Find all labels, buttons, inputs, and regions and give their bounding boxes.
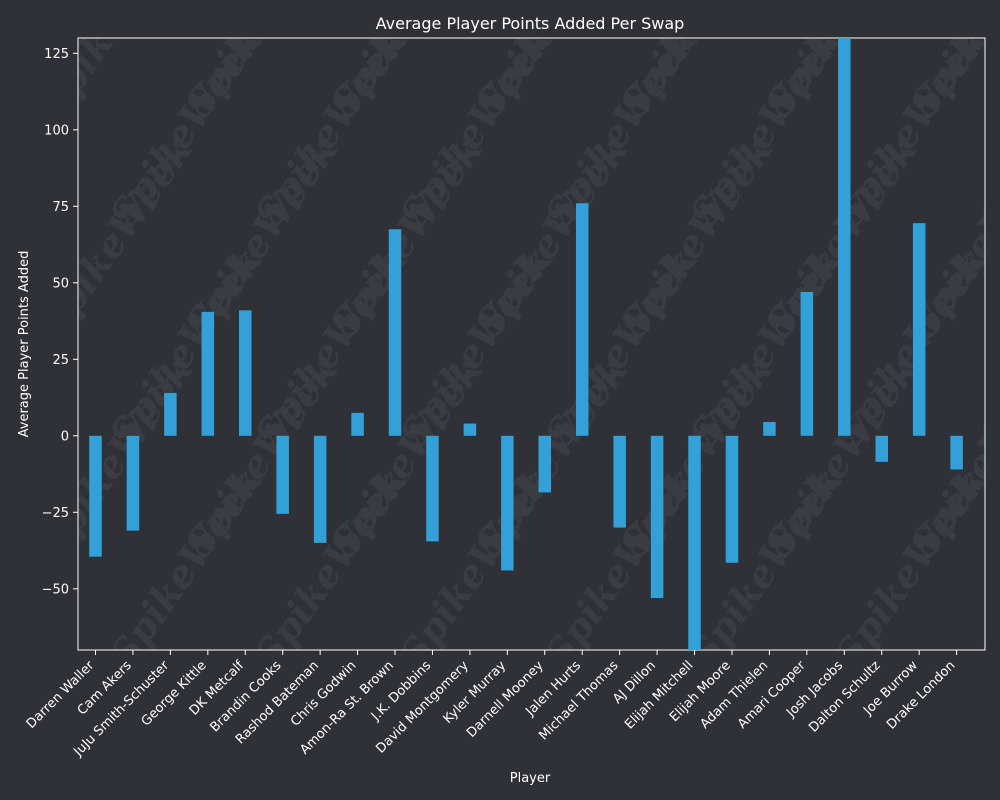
- watermark-text: SpikeWeek: [101, 458, 272, 675]
- watermark-text: SpikeWeek: [31, 128, 202, 345]
- y-tick-label: −50: [42, 582, 69, 597]
- bar: [313, 435, 327, 543]
- watermark-text: SpikeWeek: [826, 458, 997, 675]
- x-tick-label: George Kittle: [139, 658, 210, 729]
- y-axis-label: Average Player Points Added: [17, 251, 32, 438]
- watermark-text: SpikeWeek: [31, 348, 202, 565]
- bar: [164, 392, 177, 436]
- y-tick-label: 100: [44, 123, 69, 138]
- plot-frame: [77, 37, 986, 651]
- bar: [838, 38, 851, 436]
- bar: [388, 229, 402, 436]
- bar: [575, 203, 589, 436]
- bar: [912, 223, 926, 436]
- y-tick-label: 25: [52, 353, 69, 368]
- bar: [950, 435, 963, 470]
- bar: [725, 435, 739, 563]
- y-axis: −50 −25 0 25 50 75 100 125: [42, 47, 78, 597]
- bar: [763, 422, 776, 436]
- watermark-text: SpikeWeek: [391, 458, 562, 675]
- watermark-text: SpikeWeek: [246, 458, 417, 675]
- x-tick-label: Drake London: [884, 658, 958, 732]
- bar: [89, 435, 102, 557]
- x-tick-label: Chris Godwin: [288, 658, 359, 729]
- y-tick-label: 75: [52, 200, 69, 215]
- bar: [463, 423, 477, 436]
- chart-title: Average Player Points Added Per Swap: [376, 14, 685, 33]
- bar: [201, 311, 215, 436]
- y-tick-label: −25: [42, 506, 69, 521]
- bar: [613, 435, 626, 528]
- x-axis-label: Player: [510, 771, 551, 786]
- bar: [800, 291, 814, 436]
- watermark-layer: SpikeWeekSpikeWeekSpikeWeekSpikeWeekSpik…: [31, 38, 997, 675]
- y-tick-label: 0: [61, 429, 69, 444]
- bar: [501, 435, 514, 571]
- bar: [239, 310, 252, 436]
- bar: [126, 435, 140, 531]
- bar: [650, 435, 664, 598]
- bar: [538, 435, 552, 493]
- bar: [875, 435, 888, 462]
- y-tick-label: 50: [52, 276, 69, 291]
- bar: [351, 412, 364, 436]
- bar: [276, 435, 289, 514]
- bar: [688, 435, 701, 650]
- bar: [426, 435, 439, 542]
- watermark-text: SpikeWeek: [681, 458, 852, 675]
- bar-group: [89, 38, 963, 650]
- y-tick-label: 125: [44, 47, 69, 62]
